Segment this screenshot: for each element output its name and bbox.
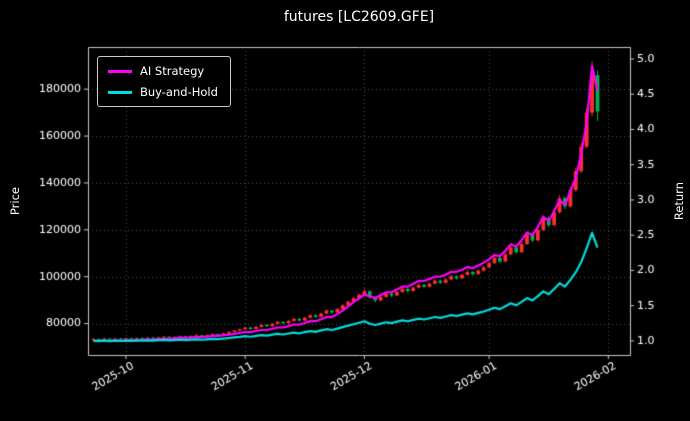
return-axis-label-wrap: Return	[672, 47, 686, 355]
ai-strategy-line-icon	[108, 69, 132, 73]
price-axis-label-wrap: Price	[8, 47, 22, 355]
chart-title: futures [LC2609.GFE]	[283, 9, 435, 25]
legend: AI Strategy Buy-and-Hold	[97, 56, 231, 107]
legend-label-buy-and-hold: Buy-and-Hold	[140, 85, 218, 99]
legend-item-buy-and-hold: Buy-and-Hold	[108, 85, 218, 99]
price-axis-label: Price	[8, 186, 22, 216]
legend-item-ai-strategy: AI Strategy	[108, 64, 218, 78]
legend-label-ai-strategy: AI Strategy	[140, 64, 205, 78]
return-axis-label: Return	[672, 181, 686, 221]
buy-and-hold-line-icon	[108, 90, 132, 94]
